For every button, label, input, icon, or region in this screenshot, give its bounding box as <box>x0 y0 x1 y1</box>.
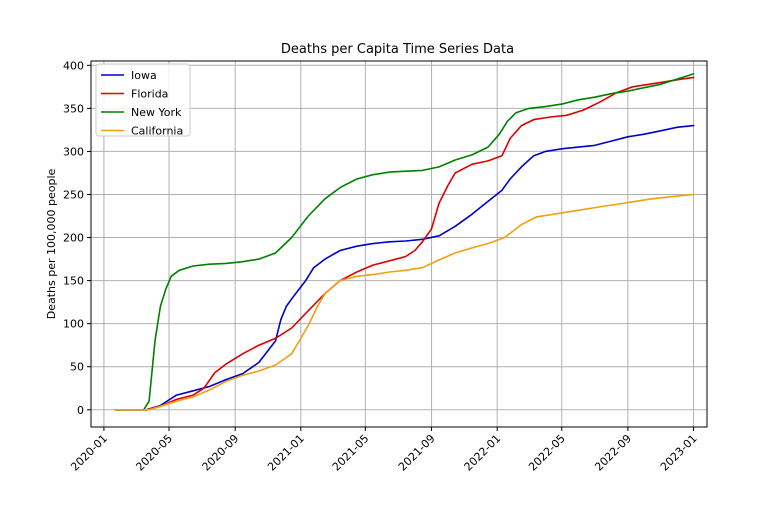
grid-lines <box>91 61 707 427</box>
series-line-iowa <box>114 124 695 411</box>
y-tick-label: 200 <box>63 232 84 245</box>
y-tick-label: 250 <box>63 188 84 201</box>
series-lines <box>114 73 695 411</box>
chart-title: Deaths per Capita Time Series Data <box>281 42 514 57</box>
y-tick-label: 350 <box>63 102 84 115</box>
series-line-california <box>114 193 695 411</box>
legend-label-iowa: Iowa <box>131 69 157 82</box>
y-tick-label: 300 <box>63 145 84 158</box>
y-tick-label: 150 <box>63 275 84 288</box>
y-tick-label: 100 <box>63 318 84 331</box>
y-axis-label: Deaths per 100,000 people <box>45 169 58 320</box>
series-line-florida <box>114 76 695 411</box>
legend-label-new-york: New York <box>131 106 182 119</box>
y-tick-label: 400 <box>63 59 84 72</box>
legend-box <box>95 63 191 137</box>
legend: Iowa Florida New York California <box>95 63 191 138</box>
series-line-new-york <box>114 73 695 411</box>
legend-label-florida: Florida <box>131 88 168 101</box>
plot-area-frame <box>90 60 708 428</box>
y-axis-ticks: 0 50 100 150 200 250 300 350 400 <box>63 59 91 417</box>
legend-label-california: California <box>131 125 183 138</box>
y-tick-label: 50 <box>70 361 84 374</box>
y-tick-label: 0 <box>77 404 84 417</box>
